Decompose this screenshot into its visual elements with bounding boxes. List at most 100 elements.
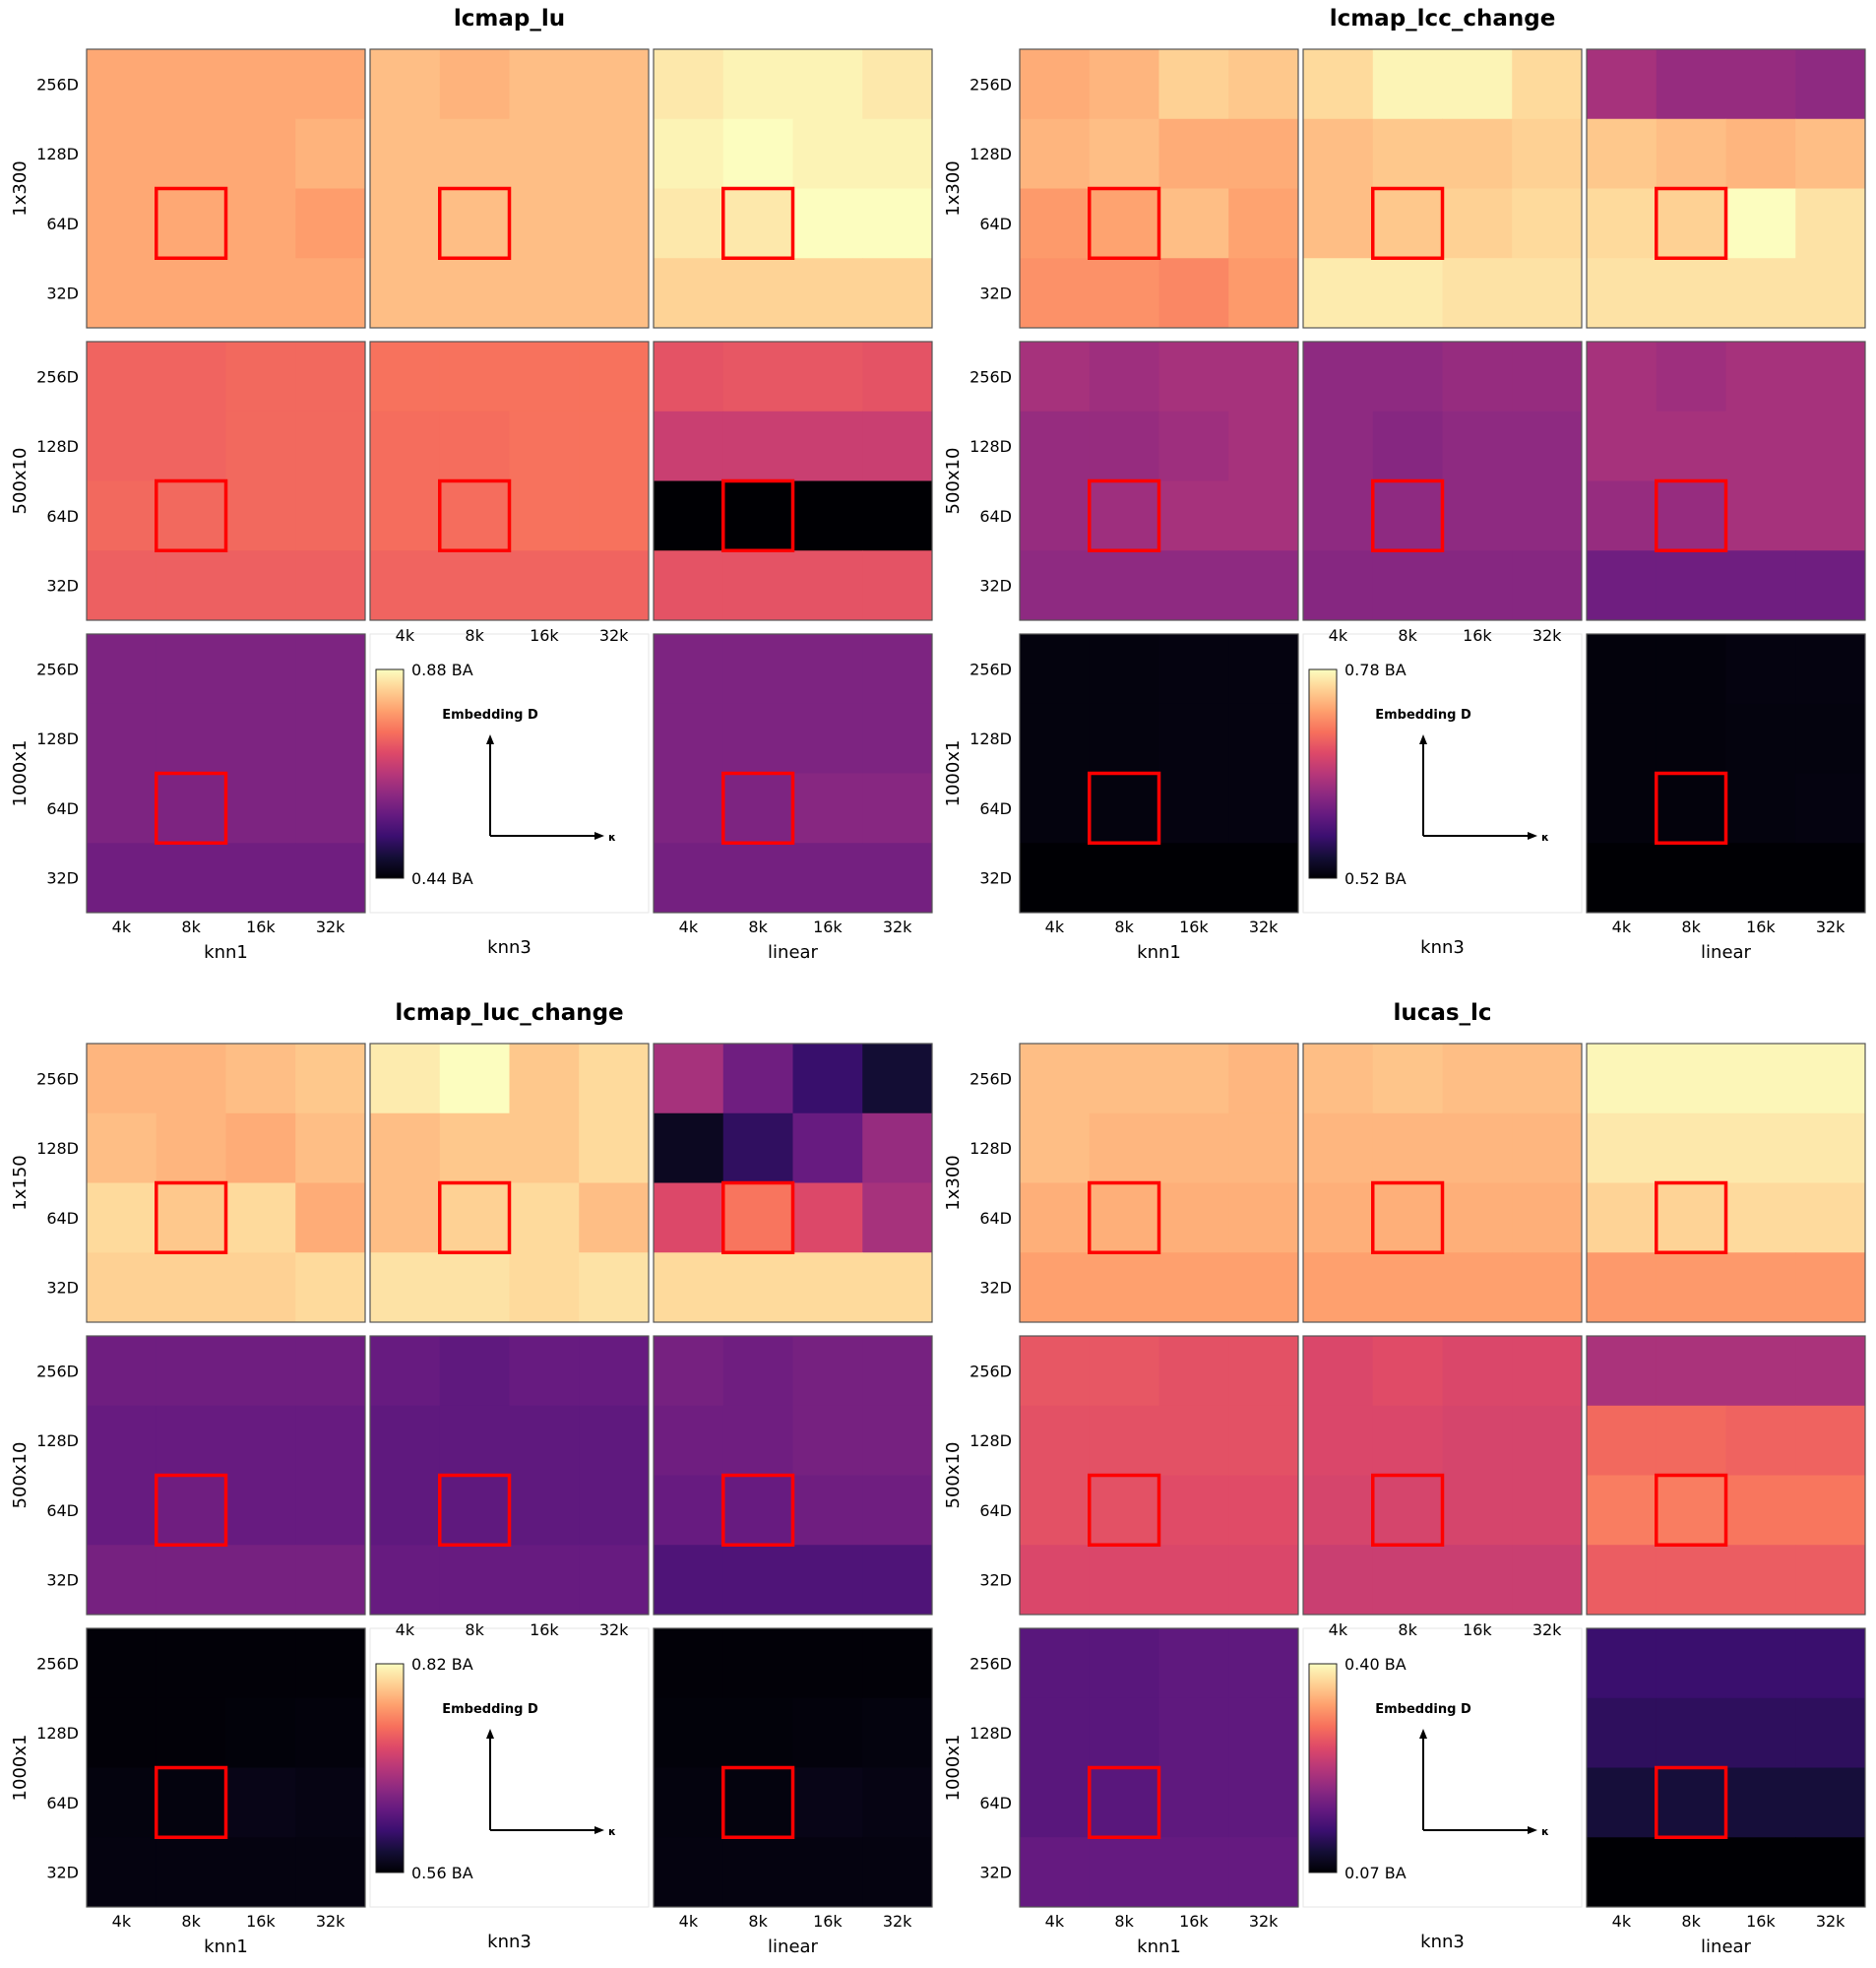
column-label: knn1 bbox=[1137, 1936, 1181, 1957]
heatmap-cell bbox=[1158, 703, 1229, 774]
heatmap-cell bbox=[439, 550, 510, 621]
kappa-label: κ bbox=[608, 831, 616, 844]
x-tick-label: 8k bbox=[1398, 1620, 1417, 1639]
heatmap-cell bbox=[1725, 411, 1796, 481]
heatmap-cell bbox=[1372, 411, 1443, 481]
heatmap-cell bbox=[1228, 1767, 1299, 1838]
heatmap-cell bbox=[722, 843, 793, 914]
heatmap-cell bbox=[1442, 1252, 1513, 1323]
heatmap-cell bbox=[1089, 634, 1159, 705]
arrow-head-right bbox=[1528, 1826, 1537, 1834]
heatmap-cell bbox=[1795, 1837, 1866, 1908]
heatmap-cell bbox=[1587, 1697, 1657, 1768]
heatmap-cell bbox=[1303, 49, 1374, 120]
heatmap-cell bbox=[654, 1545, 724, 1616]
y-tick-label: 256D bbox=[36, 1069, 79, 1088]
highlight-box bbox=[155, 478, 228, 552]
heatmap-cell bbox=[1020, 703, 1091, 774]
heatmap-cell bbox=[1512, 1405, 1583, 1476]
colorbar-min-label: 0.07 BA bbox=[1344, 1864, 1407, 1882]
heatmap-cell bbox=[295, 703, 366, 774]
heatmap-cell bbox=[1442, 550, 1513, 621]
panel-border bbox=[369, 341, 650, 621]
highlight-box bbox=[1371, 186, 1445, 260]
heatmap-cell bbox=[722, 1252, 793, 1323]
heatmap-cell bbox=[1442, 49, 1513, 120]
heatmap-cell bbox=[370, 411, 441, 481]
heatmap-cell bbox=[1158, 480, 1229, 551]
heatmap-cell bbox=[225, 342, 296, 413]
heatmap-cell bbox=[439, 342, 510, 413]
heatmap-cell bbox=[654, 1767, 724, 1838]
heatmap-cell bbox=[654, 634, 724, 705]
heatmap-cell bbox=[579, 1475, 650, 1546]
heatmap-cell bbox=[1725, 49, 1796, 120]
heatmap-cell bbox=[862, 411, 933, 481]
heatmap-cell bbox=[509, 1405, 580, 1476]
axis-legend-title: Embedding D bbox=[1375, 1702, 1471, 1717]
heatmap-cell bbox=[156, 1252, 226, 1323]
heatmap-cell bbox=[1587, 773, 1657, 844]
y-tick-label: 64D bbox=[979, 1501, 1012, 1520]
heatmap-cell bbox=[225, 703, 296, 774]
y-tick-label: 32D bbox=[46, 869, 79, 888]
column-label: linear bbox=[768, 1936, 819, 1957]
heatmap-cell bbox=[1795, 1628, 1866, 1699]
heatmap-cell bbox=[1725, 1475, 1796, 1546]
heatmap-cell bbox=[654, 843, 724, 914]
heatmap-cell bbox=[579, 1182, 650, 1253]
x-tick-label: 4k bbox=[679, 1912, 699, 1931]
x-tick-label: 32k bbox=[1816, 1912, 1845, 1931]
heatmap-cell bbox=[1020, 188, 1091, 259]
heatmap-cell bbox=[722, 480, 793, 551]
highlight-box bbox=[155, 771, 228, 845]
heatmap-cell bbox=[1442, 1545, 1513, 1616]
x-tick-label: 4k bbox=[112, 918, 132, 936]
heatmap-cell bbox=[1512, 118, 1583, 189]
heatmap-cell bbox=[370, 188, 441, 259]
heatmap-cell bbox=[1656, 1112, 1726, 1183]
heatmap-cell bbox=[295, 118, 366, 189]
heatmap-cell bbox=[1656, 1252, 1726, 1323]
column-label: knn3 bbox=[1420, 1932, 1465, 1952]
heatmap-cell bbox=[792, 342, 863, 413]
row-label: 1000x1 bbox=[943, 740, 964, 807]
heatmap-cell bbox=[1372, 480, 1443, 551]
row-label: 1x300 bbox=[943, 1155, 964, 1210]
heatmap-cell bbox=[862, 49, 933, 120]
heatmap-cell bbox=[1725, 703, 1796, 774]
x-tick-label: 16k bbox=[1746, 1912, 1776, 1931]
heatmap-cell bbox=[1158, 843, 1229, 914]
heatmap-cell bbox=[370, 342, 441, 413]
heatmap-cell bbox=[87, 258, 157, 329]
heatmap-cell bbox=[225, 1545, 296, 1616]
heatmap-cell bbox=[370, 118, 441, 189]
x-tick-label: 32k bbox=[599, 626, 629, 645]
y-tick-label: 32D bbox=[979, 285, 1012, 303]
panel-border bbox=[1586, 633, 1866, 914]
heatmap-cell bbox=[722, 1405, 793, 1476]
heatmap-cell bbox=[1303, 411, 1374, 481]
heatmap-cell bbox=[87, 1545, 157, 1616]
heatmap-cell bbox=[1303, 118, 1374, 189]
highlight-box bbox=[438, 478, 512, 552]
y-tick-label: 128D bbox=[969, 1724, 1012, 1743]
heatmap-cell bbox=[1795, 188, 1866, 259]
heatmap-cell bbox=[1089, 1545, 1159, 1616]
heatmap-cell bbox=[509, 1545, 580, 1616]
column-label: linear bbox=[1701, 942, 1752, 963]
heatmap-cell bbox=[722, 258, 793, 329]
heatmap-cell bbox=[792, 480, 863, 551]
heatmap-cell bbox=[579, 49, 650, 120]
heatmap-cell bbox=[1656, 1767, 1726, 1838]
highlight-box bbox=[721, 771, 795, 845]
heatmap-cell bbox=[1442, 1336, 1513, 1407]
heatmap-cell bbox=[579, 411, 650, 481]
heatmap-cell bbox=[1228, 411, 1299, 481]
heatmap-cell bbox=[87, 1767, 157, 1838]
heatmap-cell bbox=[225, 1628, 296, 1699]
heatmap-cell bbox=[1656, 188, 1726, 259]
row-label: 1x150 bbox=[10, 1155, 31, 1210]
heatmap-cell bbox=[1656, 1837, 1726, 1908]
heatmap-cell bbox=[1725, 1182, 1796, 1253]
